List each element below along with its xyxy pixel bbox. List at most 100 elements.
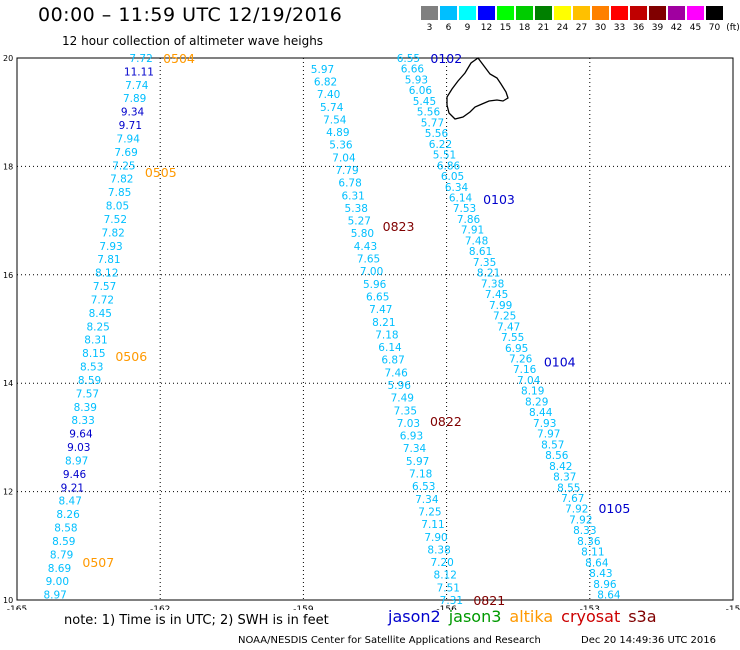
swh-value-label: 5.96 — [363, 279, 387, 291]
color-swatch-42 — [668, 6, 685, 20]
y-tick-label: 16 — [3, 271, 13, 280]
pass-time-label: 0505 — [145, 165, 177, 180]
swh-value-label: 8.25 — [86, 321, 109, 333]
color-swatch-9 — [459, 6, 476, 20]
swh-value-label: 8.38 — [427, 544, 450, 556]
swh-value-label: 5.97 — [406, 456, 429, 468]
footer-timestamp: Dec 20 14:49:36 UTC 2016 — [581, 635, 716, 646]
plot-frame — [16, 57, 734, 601]
y-tick-label: 10 — [3, 596, 13, 605]
color-swatch-33 — [611, 6, 628, 20]
swh-value-label: 5.38 — [345, 203, 368, 215]
swh-value-label: 8.36 — [577, 536, 601, 548]
pass-time-label: 0823 — [383, 219, 415, 234]
color-swatch-21 — [535, 6, 552, 20]
swh-value-label: 7.31 — [440, 595, 463, 607]
swh-value-label: 7.82 — [101, 227, 124, 239]
swh-value-label: 7.46 — [384, 367, 408, 379]
y-tick-label: 14 — [3, 379, 13, 388]
swh-value-label: 9.64 — [69, 429, 93, 441]
mission-cryosat: cryosat — [561, 607, 621, 626]
swh-value-label: 8.29 — [525, 396, 548, 408]
swh-value-label: 6.86 — [437, 160, 461, 172]
mission-altika: altika — [509, 607, 554, 626]
swh-value-label: 7.48 — [465, 235, 488, 247]
swh-value-label: 7.45 — [485, 289, 508, 301]
swh-value-label: 8.56 — [545, 450, 569, 462]
swh-value-label: 7.82 — [110, 174, 133, 186]
swh-value-label: 7.16 — [513, 364, 537, 376]
swh-value-label: 7.47 — [497, 321, 520, 333]
swh-value-label: 8.37 — [553, 472, 576, 484]
swh-value-label: 7.99 — [489, 300, 512, 312]
x-tick-label: -153 — [580, 605, 600, 610]
swh-value-label: 6.82 — [314, 76, 337, 88]
swh-value-label: 6.31 — [341, 190, 364, 202]
swh-value-label: 7.86 — [457, 214, 481, 226]
swh-value-label: 7.35 — [394, 405, 417, 417]
swh-value-label: 8.55 — [557, 482, 580, 494]
swh-value-label: 7.57 — [76, 388, 99, 400]
swh-value-label: 7.93 — [533, 418, 556, 430]
color-swatch-label: 6 — [445, 23, 452, 33]
swh-value-label: 6.34 — [445, 182, 469, 194]
swh-value-label: 9.00 — [46, 576, 69, 588]
swh-value-label: 8.26 — [56, 509, 80, 521]
swh-value-label: 7.72 — [129, 53, 152, 65]
pass-time-label: 0506 — [115, 349, 147, 364]
swh-value-label: 6.87 — [381, 355, 404, 367]
color-swatch-12 — [478, 6, 495, 20]
swh-value-label: 7.69 — [114, 147, 137, 159]
pass-time-label: 0822 — [430, 414, 462, 429]
swh-value-label: 9.21 — [61, 482, 84, 494]
swh-value-label: 5.77 — [421, 117, 444, 129]
swh-value-label: 8.05 — [106, 201, 129, 213]
swh-value-label: 7.85 — [108, 187, 131, 199]
swh-value-label: 7.53 — [453, 203, 476, 215]
swh-value-label: 11.11 — [124, 66, 154, 78]
swh-value-label: 9.03 — [67, 442, 90, 454]
color-swatch-70 — [706, 6, 723, 20]
color-scale-unit: (ft) — [726, 23, 740, 33]
y-tick-label: 20 — [3, 54, 13, 63]
x-tick-label: -156 — [436, 605, 457, 610]
swh-value-label: 7.47 — [369, 304, 392, 316]
swh-value-label: 7.81 — [97, 254, 120, 266]
color-swatch-6 — [440, 6, 457, 20]
pass-time-label: 0105 — [598, 501, 630, 516]
swh-value-label: 7.18 — [375, 329, 398, 341]
x-tick-label: -15 — [726, 605, 740, 610]
x-tick-label: -162 — [150, 605, 170, 610]
altimeter-chart: -165 -162 -159 -156 -153 -15 10 12 14 16 18 20 7.72… — [3, 51, 740, 610]
color-swatch-label: 70 — [708, 23, 721, 33]
swh-value-label: 8.97 — [65, 455, 88, 467]
color-swatch-39 — [649, 6, 666, 20]
swh-value-label: 5.96 — [388, 380, 412, 392]
swh-value-label: 7.65 — [357, 254, 380, 266]
swh-value-label: 8.96 — [593, 579, 617, 591]
swh-value-label: 8.12 — [434, 570, 457, 582]
swh-value-label: 4.89 — [326, 127, 349, 139]
swh-value-label: 4.43 — [354, 241, 377, 253]
swh-value-label: 8.64 — [585, 557, 609, 569]
swh-value-label: 8.79 — [50, 549, 73, 561]
swh-value-label: 8.21 — [477, 268, 500, 280]
swh-value-label: 7.89 — [123, 93, 146, 105]
swh-value-label: 5.80 — [351, 228, 374, 240]
swh-value-label: 8.33 — [71, 415, 94, 427]
swh-value-label: 6.66 — [401, 64, 425, 76]
note-text: note: 1) Time is in UTC; 2) SWH is in fe… — [64, 613, 329, 628]
swh-value-label: 7.26 — [509, 353, 533, 365]
color-swatch-label: 42 — [670, 23, 683, 33]
grid-layer — [16, 57, 734, 601]
pass-time-label: 0507 — [82, 555, 114, 570]
color-swatch-27 — [573, 6, 590, 20]
swh-value-label: 7.92 — [565, 504, 588, 516]
swh-value-label: 8.45 — [89, 308, 112, 320]
color-swatch-3 — [421, 6, 438, 20]
swh-value-label: 6.05 — [441, 171, 464, 183]
swh-value-label: 8.58 — [54, 523, 77, 535]
swh-value-label: 7.38 — [481, 278, 504, 290]
swh-value-label: 7.18 — [409, 469, 432, 481]
swh-value-label: 8.57 — [541, 439, 564, 451]
